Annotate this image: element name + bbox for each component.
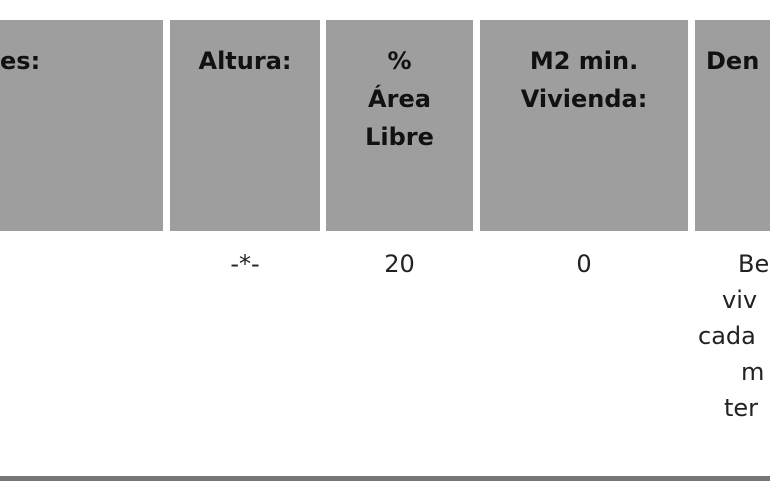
header-text: es: — [0, 47, 41, 75]
cell-text: viv — [722, 286, 758, 314]
table-bottom-rule — [0, 476, 770, 481]
header-cell-altura: Altura: — [170, 20, 320, 231]
header-text: Vivienda: — [520, 85, 648, 113]
cell-area-libre: 20 — [384, 250, 415, 278]
cell-text: cada — [698, 322, 756, 350]
cell-text: ter — [724, 394, 759, 422]
header-text: Libre — [365, 123, 434, 151]
header-text: Altura: — [198, 47, 292, 75]
header-cell-m2-min-vivienda: M2 min. Vivienda: — [480, 20, 688, 231]
header-text: Área — [368, 85, 431, 113]
header-text: % — [387, 47, 412, 75]
header-cell-partial: es: — [0, 20, 163, 231]
header-cell-densidad: Den — [695, 20, 770, 231]
cell-m2-min: 0 — [576, 250, 592, 278]
header-cell-area-libre: % Área Libre — [326, 20, 473, 231]
header-text: Den — [706, 47, 760, 75]
cell-altura: -*- — [230, 250, 260, 278]
cell-text: m — [741, 358, 765, 386]
header-text: M2 min. — [529, 47, 639, 75]
cell-text: Be — [738, 250, 770, 278]
